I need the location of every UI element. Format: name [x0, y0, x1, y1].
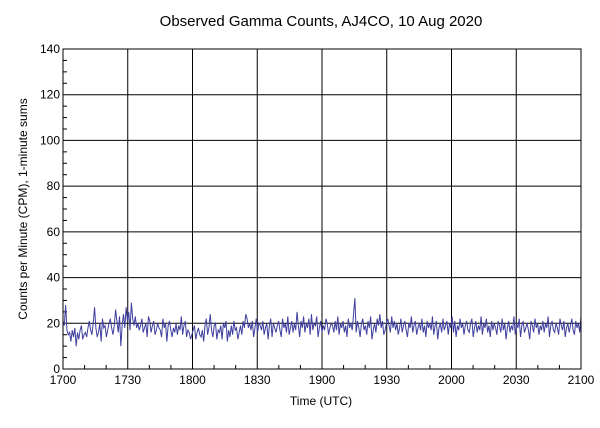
x-tick-label-2000: 2000: [438, 373, 465, 387]
y-tick-label-80: 80: [47, 179, 61, 193]
x-tick-label-1730: 1730: [114, 373, 141, 387]
series-line: [62, 298, 582, 347]
x-tick-label-1700: 1700: [50, 373, 77, 387]
plot-frame: [62, 48, 582, 370]
y-tick-label-20: 20: [47, 316, 61, 330]
x-tick-labels: 1700 1730 1800 1830 1900 1930 2000 2030 2100: [50, 373, 595, 387]
y-tick-label-0: 0: [53, 362, 60, 376]
y-tick-label-120: 120: [40, 88, 60, 102]
y-tick-label-60: 60: [47, 225, 61, 239]
y-axis-title: Counts per Minute (CPM), 1-minute sums: [16, 98, 30, 319]
x-tick-label-1900: 1900: [309, 373, 336, 387]
y-tick-labels: 0 20 40 60 80 100 120 140: [40, 42, 60, 376]
x-tick-label-1800: 1800: [179, 373, 206, 387]
x-tick-label-1830: 1830: [244, 373, 271, 387]
x-tick-label-1930: 1930: [373, 373, 400, 387]
y-tick-label-140: 140: [40, 42, 60, 56]
x-tick-label-2030: 2030: [503, 373, 530, 387]
x-axis-title: Time (UTC): [290, 394, 352, 408]
minor-ticks: [63, 59, 560, 369]
plot-area: [62, 48, 582, 370]
y-tick-label-100: 100: [40, 133, 60, 147]
y-tick-label-40: 40: [47, 271, 61, 285]
chart-title: Observed Gamma Counts, AJ4CO, 10 Aug 202…: [160, 13, 483, 30]
x-tick-label-2100: 2100: [568, 373, 595, 387]
